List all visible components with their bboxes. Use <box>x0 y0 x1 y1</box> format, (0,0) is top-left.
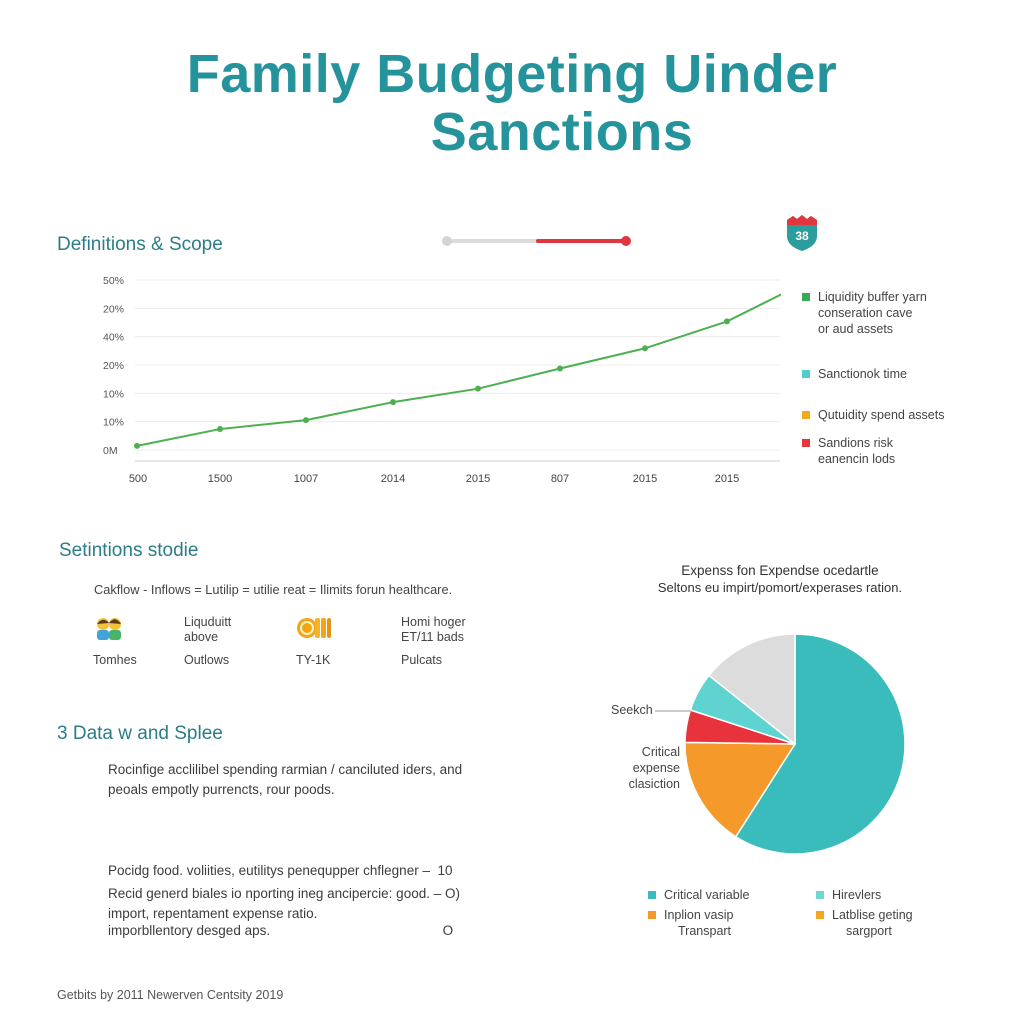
item-tomhes-label: Tomhes <box>93 653 137 667</box>
x-tick-label: 807 <box>551 473 569 485</box>
pie-slices <box>684 633 906 855</box>
line-point <box>642 345 648 352</box>
line-point <box>475 385 481 392</box>
y-tick-label: 0M <box>103 445 118 457</box>
pie-callout-critical-line-3: clasiction <box>628 777 680 791</box>
item-homi-hoger: Homi hoger ET/11 bads <box>401 615 466 645</box>
item-liquidity-line-2: above <box>184 630 219 644</box>
pie-callout-critical-line-1: Critical <box>641 745 680 759</box>
item-pulcats-label: Pulcats <box>401 653 442 667</box>
y-tick-label: 20% <box>103 303 124 315</box>
pie-legend-item: Latblise geting sargport <box>816 907 913 939</box>
pie-callout-seekch: Seekch <box>611 703 653 717</box>
paragraph-1: Rocinfige acclilibel spending rarmian / … <box>108 760 462 800</box>
line-series <box>136 293 782 447</box>
x-tick-label: 2015 <box>466 473 490 485</box>
footer-credit: Getbits by 2011 Newerven Centsity 2019 <box>57 988 284 1002</box>
line-chart-points <box>134 318 730 449</box>
line-point <box>390 399 396 406</box>
item-liquidity-above: Liquduitt above <box>184 615 231 645</box>
pie-legend-swatch <box>816 911 824 919</box>
x-tick-label: 500 <box>129 473 147 485</box>
paragraph-2-line-1: Pocidg food. voliities, eutilitys penequ… <box>108 863 453 878</box>
legend-item: Sanctionok time <box>802 366 907 382</box>
y-tick-label: 40% <box>103 332 124 344</box>
cashflow-formula: Cakflow - Inflows = Lutilip = utilie rea… <box>94 582 453 597</box>
paragraph-2: Pocidg food. voliities, eutilitys penequ… <box>108 821 453 961</box>
pie-legend-item: Hirevlers <box>816 887 881 903</box>
line-chart: 0M 10% 10% 20% 40% 20% 50% 500 1500 1007 2014 2015… <box>103 275 782 485</box>
pie-slice <box>684 741 797 838</box>
legend-item: Liquidity buffer yarn conseration cave or … <box>802 289 927 337</box>
y-tick-label: 10% <box>103 388 124 400</box>
x-tick-label: 2014 <box>381 473 405 485</box>
pie-legend-item: Critical variable <box>648 887 749 903</box>
section-setintions-heading: Setintions stodie <box>59 540 199 561</box>
legend-label: Liquidity buffer yarn conseration cave or … <box>818 290 927 336</box>
legend-item: Sandions risk eanencin lods <box>802 435 895 467</box>
line-point <box>217 426 223 433</box>
line-point <box>134 442 140 449</box>
legend-swatch <box>802 370 810 378</box>
pie-legend-swatch <box>816 891 824 899</box>
section-definitions-heading: Definitions & Scope <box>57 234 223 255</box>
paragraph-1-line-1: Rocinfige acclilibel spending rarmian / … <box>108 762 463 777</box>
x-tick-label: 1007 <box>294 473 318 485</box>
line-point <box>724 318 730 325</box>
line-chart-y-ticks: 0M 10% 10% 20% 40% 20% 50% <box>103 275 124 457</box>
shield-badge-icon: 38 <box>785 214 819 252</box>
pie-slice <box>707 633 796 746</box>
pie-callout-critical-line-2: expense <box>632 761 680 775</box>
paragraph-3-line-1: Recid generd biales io nporting ineg anc… <box>108 886 460 901</box>
x-tick-label: 2015 <box>633 473 657 485</box>
paragraph-1-line-2: peoals empotly purrencts, rour poods. <box>108 782 335 797</box>
line-point <box>557 365 563 372</box>
paragraph-2-line-2: imporbllentory desged aps. O <box>108 923 454 938</box>
y-tick-label: 10% <box>103 417 124 429</box>
legend-label: Sanctionok time <box>818 367 907 381</box>
page-title-line-2: Sanctions <box>430 102 694 162</box>
coins-icon <box>296 616 332 640</box>
x-tick-label: 1500 <box>208 473 232 485</box>
pie-legend-item: Inplion vasip Transpart <box>648 907 734 939</box>
slider-start-knob[interactable] <box>442 236 452 246</box>
pie-slice <box>734 633 906 855</box>
page-title-line-1: Family Budgeting Uinder <box>186 44 838 104</box>
pie-legend-swatch <box>648 911 656 919</box>
item-homi-line-2: ET/11 bads <box>401 630 465 644</box>
pie-chart <box>655 633 906 855</box>
item-outlows-label: Outlows <box>184 653 230 667</box>
pie-chart-title: Expenss fon Expendse ocedartle <box>681 563 879 578</box>
legend-label: Sandions risk eanencin lods <box>818 436 896 466</box>
pie-chart-subtitle: Seltons eu impirt/pomort/experases ratio… <box>657 580 903 595</box>
y-tick-label: 20% <box>103 360 124 372</box>
pie-legend-label: Latblise geting sargport <box>832 908 913 938</box>
slider-fill <box>536 239 626 243</box>
legend-label: Qutuidity spend assets <box>818 408 945 422</box>
item-liquidity-line-1: Liquduitt <box>184 615 232 629</box>
pie-legend-swatch <box>648 891 656 899</box>
progress-slider[interactable] <box>442 233 632 249</box>
badge-number: 38 <box>795 229 809 243</box>
pie-legend-label: Inplion vasip Transpart <box>664 908 734 938</box>
legend-swatch <box>802 439 810 447</box>
people-icon <box>94 616 124 642</box>
item-ty1k-label: TY-1K <box>296 653 331 667</box>
pie-legend-label: Critical variable <box>664 888 750 902</box>
y-tick-label: 50% <box>103 275 124 287</box>
line-chart-grid <box>135 279 780 462</box>
section-data-heading: 3 Data w and Splee <box>57 723 223 744</box>
item-homi-line-1: Homi hoger <box>401 615 466 629</box>
line-chart-x-ticks: 500 1500 1007 2014 2015 807 2015 2015 <box>129 473 739 485</box>
legend-swatch <box>802 293 810 301</box>
slider-end-knob[interactable] <box>621 236 631 246</box>
line-point <box>303 417 309 424</box>
pie-callout-critical: Critical expense clasiction <box>600 744 680 792</box>
paragraph-3: Recid generd biales io nporting ineg anc… <box>108 884 460 924</box>
x-tick-label: 2015 <box>715 473 739 485</box>
legend-swatch <box>802 411 810 419</box>
legend-item: Qutuidity spend assets <box>802 407 944 423</box>
paragraph-3-line-2: import, repentament expense ratio. <box>108 906 318 921</box>
pie-legend-label: Hirevlers <box>832 888 882 902</box>
